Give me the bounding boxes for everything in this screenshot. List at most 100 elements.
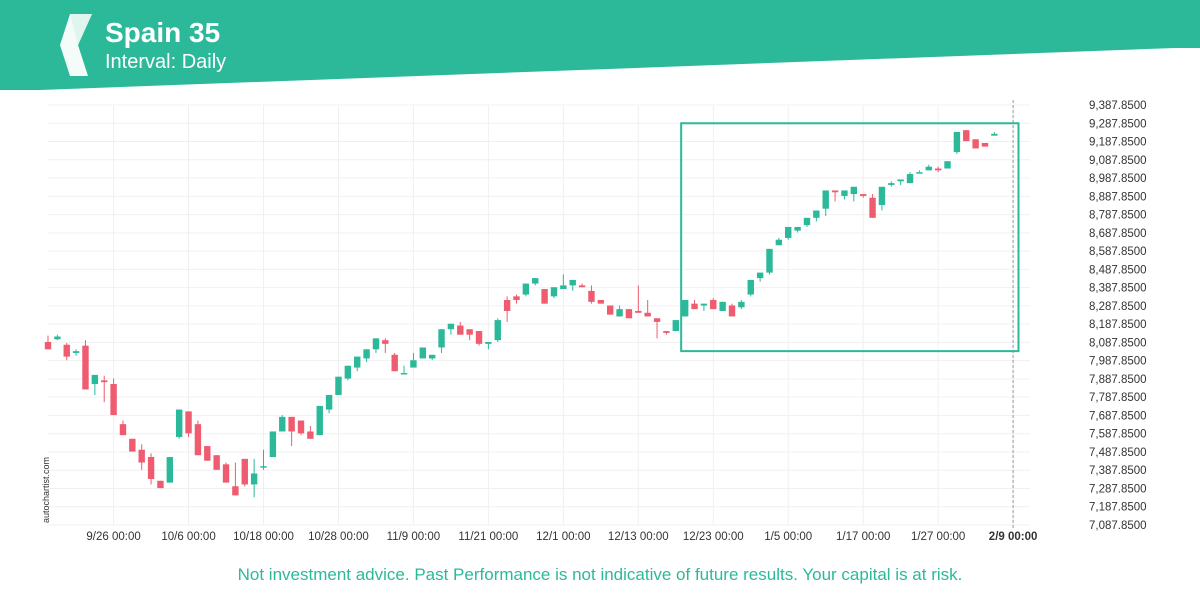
candle bbox=[635, 285, 642, 313]
candle bbox=[503, 296, 511, 322]
candle bbox=[466, 329, 473, 341]
pattern-highlight-box bbox=[680, 122, 1020, 353]
candle bbox=[616, 305, 623, 317]
candle bbox=[494, 318, 501, 342]
candle-body bbox=[44, 341, 52, 350]
y-tick-label: 8,087.8500 bbox=[1089, 337, 1147, 349]
candle bbox=[532, 278, 539, 286]
x-tick-label: 10/6 00:00 bbox=[161, 531, 215, 543]
candle-body bbox=[428, 354, 436, 359]
candle bbox=[101, 375, 108, 403]
candle bbox=[691, 299, 698, 310]
candle bbox=[213, 455, 220, 470]
candle-body bbox=[166, 457, 174, 483]
candle bbox=[859, 194, 867, 198]
candle-body bbox=[756, 272, 764, 279]
candle-body bbox=[363, 349, 370, 359]
candle-body bbox=[813, 210, 820, 218]
y-tick-label: 8,687.8500 bbox=[1089, 228, 1147, 240]
candle-body bbox=[457, 325, 464, 335]
x-tick-label: 12/1 00:00 bbox=[536, 531, 590, 543]
candle bbox=[44, 335, 52, 350]
candle-body bbox=[766, 248, 773, 273]
y-tick-label: 8,187.8500 bbox=[1089, 319, 1147, 331]
candle-body bbox=[560, 285, 567, 290]
candle-body bbox=[110, 383, 117, 416]
candle bbox=[644, 299, 651, 317]
y-tick-label: 8,287.8500 bbox=[1089, 301, 1147, 313]
candle bbox=[363, 349, 370, 363]
candle-body bbox=[878, 186, 886, 206]
y-tick-label: 7,887.8500 bbox=[1089, 374, 1147, 386]
candle-body bbox=[934, 168, 942, 171]
candle bbox=[457, 321, 464, 335]
header-banner bbox=[0, 0, 1200, 90]
candle bbox=[541, 289, 548, 304]
candle bbox=[250, 458, 258, 498]
y-tick-label: 8,587.8500 bbox=[1089, 246, 1147, 258]
candle bbox=[934, 166, 942, 173]
candle bbox=[157, 480, 164, 489]
candle bbox=[794, 226, 801, 233]
candle-body bbox=[175, 409, 183, 437]
candle-body bbox=[241, 458, 248, 485]
candle-body bbox=[354, 356, 361, 368]
candle bbox=[119, 420, 127, 436]
candle bbox=[550, 287, 558, 299]
x-tick-label: 1/27 00:00 bbox=[911, 531, 965, 543]
candle bbox=[147, 453, 155, 485]
candle bbox=[766, 248, 773, 275]
candle-body bbox=[466, 329, 473, 335]
candle-body bbox=[775, 239, 783, 246]
x-tick-label: 1/17 00:00 bbox=[836, 531, 890, 543]
candle-body bbox=[888, 183, 895, 185]
candle-body bbox=[803, 217, 811, 226]
x-tick-label: 10/18 00:00 bbox=[233, 531, 294, 543]
candle-body bbox=[475, 331, 483, 344]
candle-body bbox=[391, 354, 398, 372]
candle-body bbox=[503, 299, 511, 311]
candle bbox=[279, 415, 286, 432]
autochartist-logo-icon bbox=[60, 14, 92, 76]
candle bbox=[991, 131, 998, 136]
candle bbox=[653, 318, 661, 339]
y-tick-label: 7,787.8500 bbox=[1089, 392, 1147, 404]
x-tick-label: 2/9 00:00 bbox=[989, 531, 1038, 543]
candle bbox=[241, 458, 248, 487]
candle-body bbox=[953, 131, 961, 153]
candle-body bbox=[644, 312, 651, 317]
candle bbox=[560, 274, 567, 290]
candle bbox=[110, 378, 117, 416]
y-tick-label: 8,387.8500 bbox=[1089, 283, 1147, 295]
candle-body bbox=[260, 466, 267, 468]
candle-body bbox=[316, 405, 323, 436]
candle-body bbox=[738, 301, 745, 308]
x-tick-label: 10/28 00:00 bbox=[308, 531, 369, 543]
candle bbox=[222, 462, 230, 483]
candle bbox=[185, 411, 192, 437]
y-tick-label: 8,787.8500 bbox=[1089, 210, 1147, 222]
candle bbox=[400, 365, 408, 375]
candle-body bbox=[147, 457, 155, 479]
y-tick-label: 9,187.8500 bbox=[1089, 137, 1147, 149]
candle-body bbox=[297, 420, 305, 434]
candle bbox=[944, 161, 951, 169]
candle-body bbox=[138, 449, 145, 463]
candle-body bbox=[710, 299, 717, 310]
candle bbox=[569, 279, 576, 291]
candle bbox=[297, 420, 305, 436]
candle bbox=[822, 190, 829, 216]
disclaimer: Not investment advice. Past Performance … bbox=[237, 565, 963, 584]
candle bbox=[428, 354, 436, 361]
candle-body bbox=[785, 226, 792, 238]
candle-body bbox=[944, 161, 951, 169]
y-tick-label: 9,287.8500 bbox=[1089, 118, 1147, 130]
candle bbox=[588, 285, 595, 304]
candle-body bbox=[541, 289, 548, 304]
candle-body bbox=[578, 285, 586, 288]
candle bbox=[681, 299, 689, 317]
candle bbox=[382, 338, 389, 353]
candle-body bbox=[101, 380, 108, 383]
candle-body bbox=[185, 411, 192, 434]
candle bbox=[850, 186, 858, 202]
